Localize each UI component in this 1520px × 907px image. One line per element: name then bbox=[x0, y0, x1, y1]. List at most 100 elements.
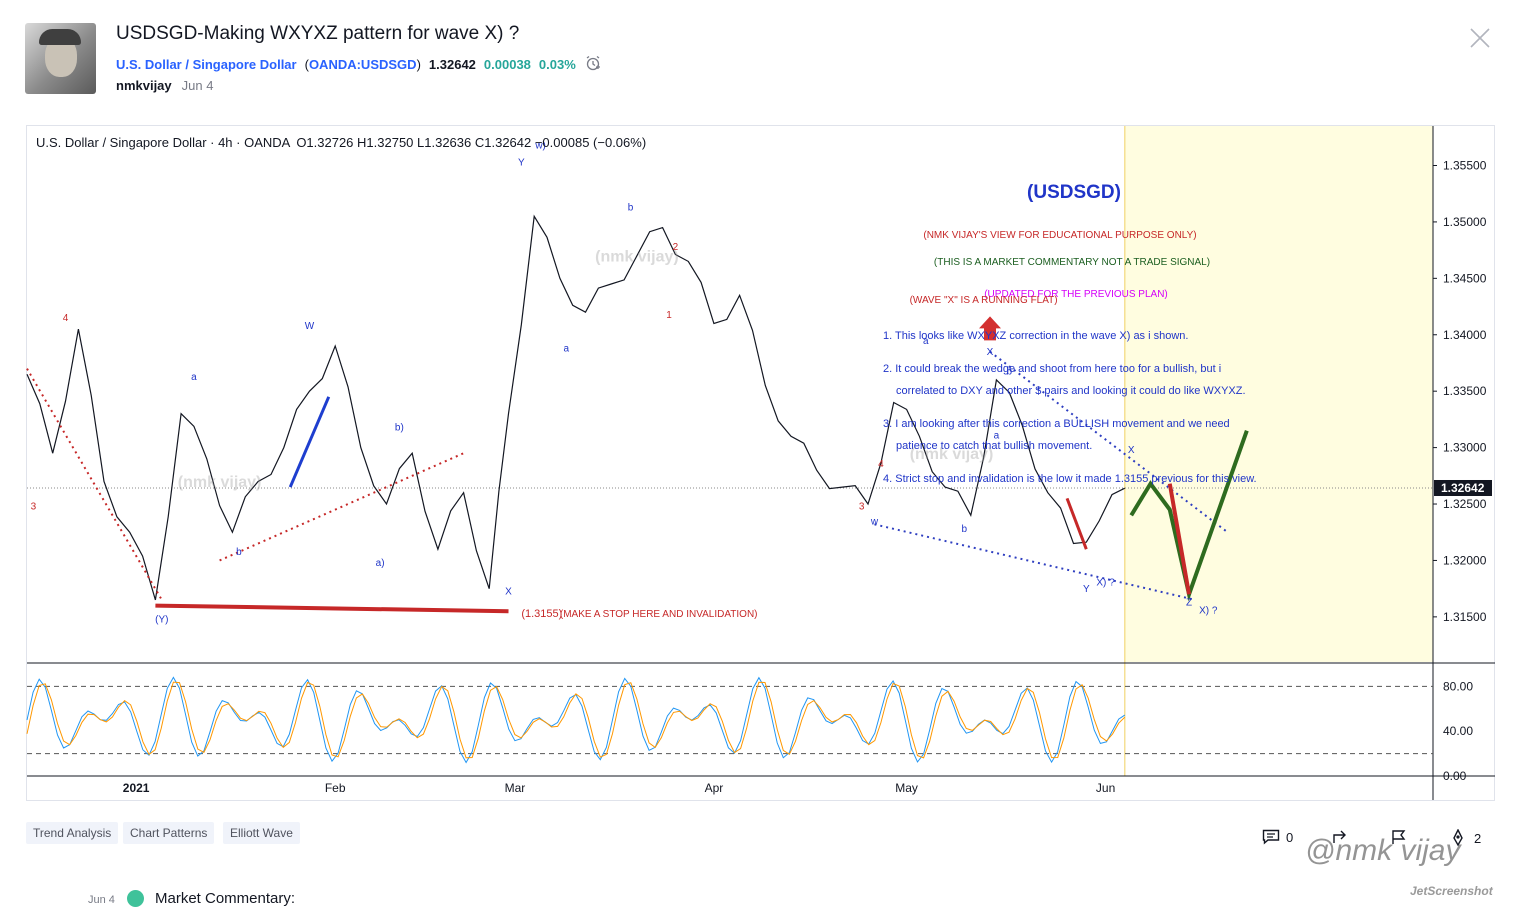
symbol-change: 0.00038 bbox=[483, 57, 531, 72]
wave-label: X) ? bbox=[1096, 577, 1115, 588]
disclaimer-2: (THIS IS A MARKET COMMENTARY NOT A TRADE… bbox=[934, 257, 1210, 268]
y-tick-label: 1.32500 bbox=[1443, 497, 1487, 511]
share-icon bbox=[1333, 830, 1346, 843]
comment-icon bbox=[1262, 829, 1280, 845]
idea-title: USDSGD-Making WXYXZ pattern for wave X) … bbox=[116, 23, 520, 44]
legend-ohlc: O1.32726 H1.32750 L1.32636 C1.32642 −0.0… bbox=[296, 135, 647, 150]
jetscreenshot-logo: JetScreenshot bbox=[1410, 884, 1493, 898]
wave-label: Y bbox=[518, 157, 525, 168]
x-tick-label: Mar bbox=[505, 781, 526, 795]
oscillator-tick-label: 40.00 bbox=[1443, 724, 1473, 738]
price-series-line bbox=[26, 214, 1126, 601]
paren-open: ( bbox=[304, 57, 309, 72]
wave-label: b bbox=[236, 547, 242, 558]
wave-label: 3 bbox=[859, 502, 865, 513]
projection-green-path bbox=[1129, 430, 1249, 602]
oscillator-tick-label: 80.00 bbox=[1443, 679, 1473, 693]
channel-line-a bbox=[26, 368, 163, 601]
updated-note: (UPDATED FOR THE PREVIOUS PLAN) bbox=[984, 289, 1168, 300]
y-tick-label: 1.31500 bbox=[1443, 610, 1487, 624]
wedge-upper-line bbox=[989, 350, 1229, 534]
wave-label: b bbox=[1006, 366, 1012, 377]
x-tick-label: 2021 bbox=[123, 781, 150, 795]
point-1: 1. This looks like WXYXZ correction in t… bbox=[883, 330, 1188, 342]
point-3b: patience to catch that bullish movement. bbox=[896, 440, 1092, 452]
alarm-clock-icon[interactable] bbox=[584, 54, 602, 75]
y-tick-label: 1.35500 bbox=[1443, 158, 1487, 172]
tag-chart-patterns[interactable]: Chart Patterns bbox=[123, 822, 215, 844]
point-2a: 2. It could break the wedge and shoot fr… bbox=[883, 363, 1221, 375]
wave-label: b) bbox=[395, 423, 404, 434]
wave-label: a bbox=[564, 344, 570, 355]
y-tick-label: 1.34000 bbox=[1443, 328, 1487, 342]
oscillator-tick-label: 0.00 bbox=[1443, 769, 1467, 783]
y-tick-label: 1.33000 bbox=[1443, 441, 1487, 455]
oscillator-k-line bbox=[26, 676, 1126, 764]
x-tick-label: Feb bbox=[325, 781, 346, 795]
comments-group[interactable]: 0 bbox=[1262, 829, 1293, 845]
symbol-change-pct: 0.03% bbox=[538, 57, 576, 72]
footer-label: Market Commentary: bbox=[155, 890, 296, 907]
symbol-row: U.S. Dollar / Singapore Dollar (OANDA:US… bbox=[116, 54, 602, 75]
footer-status-dot bbox=[127, 890, 144, 907]
y-tick-label: 1.34500 bbox=[1443, 271, 1487, 285]
paren-close: ) bbox=[416, 57, 421, 72]
commentary-zone bbox=[1124, 126, 1433, 662]
wave-label: 2 bbox=[673, 242, 679, 253]
x-tick-label: May bbox=[895, 781, 918, 795]
box-title: (USDSGD) bbox=[1027, 182, 1121, 203]
wave-label: Y bbox=[1083, 584, 1090, 595]
y-tick-label: 1.35000 bbox=[1443, 215, 1487, 229]
share-group[interactable] bbox=[1332, 829, 1350, 845]
tag-trend-analysis[interactable]: Trend Analysis bbox=[26, 822, 119, 844]
y-tick-label: 1.33500 bbox=[1443, 384, 1487, 398]
blue-impulse-line bbox=[288, 396, 331, 488]
author-row: nmkvijay Jun 4 bbox=[116, 78, 213, 93]
screenshot-watermark: @nmk vijay bbox=[1305, 834, 1461, 867]
x-tick-label: Jun bbox=[1096, 781, 1115, 795]
stop-note-label: (MAKE A STOP HERE AND INVALIDATION) bbox=[560, 609, 758, 620]
wedge-lower-line bbox=[874, 523, 1196, 601]
wave-label: a bbox=[191, 372, 197, 383]
flag-icon bbox=[1392, 830, 1406, 844]
wave-label: w bbox=[870, 516, 879, 527]
stop-level-line bbox=[155, 603, 509, 614]
point-3a: 3. I am looking after this correction a … bbox=[883, 418, 1230, 430]
wave-label: b bbox=[628, 203, 634, 214]
point-4: 4. Strict stop and invalidation is the l… bbox=[883, 473, 1257, 485]
wave-label: 4 bbox=[878, 459, 884, 470]
footer-date: Jun 4 bbox=[88, 894, 115, 906]
red-correction-leg bbox=[1065, 497, 1088, 550]
tag-elliott-wave[interactable]: Elliott Wave bbox=[223, 822, 300, 844]
channel-line-b bbox=[219, 452, 464, 562]
oscillator-d-line bbox=[26, 681, 1126, 759]
stop-level-label: (1.3155) bbox=[521, 608, 562, 620]
up-arrow-icon bbox=[979, 316, 1002, 341]
bookmark-group[interactable] bbox=[1390, 829, 1408, 845]
wave-label: a) bbox=[376, 558, 385, 569]
running-flat-note: (WAVE "X" IS A RUNNING FLAT) bbox=[910, 295, 1058, 306]
chart-watermark-3: (nmk vijay) bbox=[910, 446, 994, 463]
chart-frame bbox=[26, 125, 1495, 801]
symbol-price: 1.32642 bbox=[428, 57, 476, 72]
symbol-code-link[interactable]: OANDA:USDSGD bbox=[308, 57, 417, 72]
x-tick-label: Apr bbox=[705, 781, 724, 795]
wave-label: 1 bbox=[666, 310, 672, 321]
wave-label: W bbox=[305, 321, 315, 332]
author-name[interactable]: nmkvijay bbox=[116, 78, 172, 93]
boost-group[interactable]: 2 bbox=[1448, 829, 1481, 847]
wave-label: (Y) bbox=[155, 615, 168, 626]
disclaimer-1: (NMK VIJAY'S VIEW FOR EDUCATIONAL PURPOS… bbox=[923, 230, 1196, 241]
wave-label: Z bbox=[1186, 598, 1192, 609]
close-icon[interactable] bbox=[1468, 26, 1492, 50]
wave-label: 4 bbox=[63, 313, 69, 324]
wave-label: X bbox=[1128, 445, 1135, 456]
symbol-name-link[interactable]: U.S. Dollar / Singapore Dollar bbox=[116, 57, 297, 72]
author-avatar[interactable] bbox=[25, 23, 96, 94]
publish-date: Jun 4 bbox=[181, 78, 214, 93]
boost-count: 2 bbox=[1474, 830, 1482, 846]
projection-red-leg bbox=[1167, 483, 1192, 595]
comment-count: 0 bbox=[1286, 829, 1294, 845]
wave-label: 3 bbox=[31, 502, 37, 513]
